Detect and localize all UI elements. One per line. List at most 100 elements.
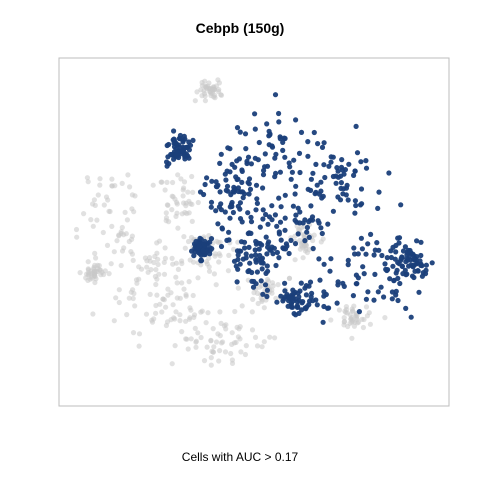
- scatter-point: [351, 323, 357, 329]
- scatter-point: [177, 136, 183, 142]
- scatter-point: [248, 161, 254, 167]
- scatter-point: [248, 253, 254, 259]
- scatter-point: [213, 282, 219, 288]
- scatter-point: [352, 198, 358, 204]
- scatter-point: [304, 229, 310, 235]
- scatter-point: [345, 257, 351, 263]
- scatter-point: [198, 309, 204, 315]
- scatter-point: [363, 165, 370, 171]
- scatter-point: [84, 175, 90, 181]
- scatter-point: [395, 275, 401, 281]
- scatter-point: [165, 292, 171, 298]
- scatter-point: [90, 223, 96, 229]
- scatter-point: [398, 202, 404, 208]
- scatter-point: [358, 186, 365, 192]
- scatter-point: [175, 266, 181, 272]
- scatter-point: [90, 311, 96, 317]
- scatter-point: [154, 240, 160, 246]
- scatter-point: [303, 292, 309, 298]
- scatter-point: [163, 304, 169, 310]
- scatter-point: [194, 89, 200, 95]
- scatter-point: [387, 276, 393, 282]
- scatter-point: [349, 319, 355, 326]
- scatter-point: [169, 207, 175, 213]
- scatter-point: [334, 300, 340, 306]
- scatter-point: [181, 286, 187, 292]
- scatter-point: [193, 344, 199, 350]
- scatter-point: [413, 257, 419, 263]
- scatter-point: [161, 297, 167, 303]
- scatter-point: [166, 141, 172, 148]
- scatter-point: [191, 253, 197, 259]
- scatter-point: [330, 154, 336, 160]
- scatter-point: [282, 192, 288, 198]
- scatter-point: [243, 343, 249, 349]
- scatter-point: [314, 182, 320, 188]
- scatter-point: [190, 189, 196, 195]
- scatter-point: [242, 131, 249, 137]
- scatter-point: [290, 294, 296, 301]
- scatter-point: [352, 210, 358, 216]
- scatter-point: [187, 142, 194, 148]
- scatter-point: [261, 167, 267, 174]
- scatter-point: [226, 252, 232, 258]
- scatter-point: [239, 219, 245, 225]
- scatter-point: [216, 358, 222, 364]
- scatter-point: [288, 237, 294, 243]
- scatter-point: [302, 248, 308, 254]
- scatter-point: [119, 224, 125, 231]
- scatter-point: [208, 90, 214, 96]
- scatter-point: [297, 237, 303, 244]
- scatter-point: [274, 249, 280, 256]
- scatter-point: [311, 129, 317, 136]
- scatter-point: [302, 238, 308, 244]
- scatter-point: [187, 201, 193, 207]
- scatter-point: [179, 329, 185, 335]
- scatter-point: [272, 174, 278, 180]
- scatter-point: [73, 226, 80, 233]
- scatter-point: [153, 281, 159, 288]
- scatter-point: [326, 163, 332, 169]
- scatter-point: [201, 358, 208, 364]
- scatter-point: [363, 158, 369, 164]
- scatter-point: [188, 234, 195, 241]
- scatter-point: [318, 225, 324, 231]
- scatter-point: [233, 174, 239, 180]
- scatter-point: [397, 280, 403, 287]
- scatter-point: [111, 249, 117, 255]
- scatter-point: [179, 260, 185, 267]
- scatter-point: [248, 219, 255, 225]
- scatter-point: [297, 169, 303, 176]
- scatter-point: [213, 339, 220, 345]
- scatter-point: [261, 305, 267, 311]
- scatter-point: [310, 170, 316, 176]
- scatter-point: [402, 244, 408, 250]
- scatter-point: [317, 277, 323, 283]
- scatter-point: [260, 185, 266, 191]
- scatter-point: [282, 288, 288, 294]
- scatter-point: [202, 181, 208, 188]
- scatter-point: [355, 275, 361, 281]
- scatter-point: [246, 181, 252, 187]
- scatter-point: [90, 201, 96, 207]
- scatter-point: [234, 248, 241, 254]
- scatter-point: [352, 168, 358, 174]
- scatter-point: [319, 195, 325, 201]
- scatter-point: [343, 185, 349, 191]
- scatter-point: [198, 262, 204, 268]
- scatter-point: [129, 233, 135, 239]
- scatter-point: [277, 169, 283, 175]
- scatter-point: [101, 271, 107, 278]
- scatter-point: [281, 135, 287, 141]
- scatter-point: [291, 157, 297, 163]
- scatter-point: [390, 263, 396, 269]
- scatter-point: [234, 125, 241, 131]
- scatter-point: [245, 268, 251, 275]
- scatter-point: [129, 251, 135, 257]
- scatter-point: [282, 280, 288, 286]
- scatter-point: [346, 161, 352, 167]
- scatter-point: [189, 218, 195, 224]
- scatter-point: [153, 302, 159, 309]
- scatter-point: [153, 310, 159, 316]
- scatter-point: [215, 77, 221, 83]
